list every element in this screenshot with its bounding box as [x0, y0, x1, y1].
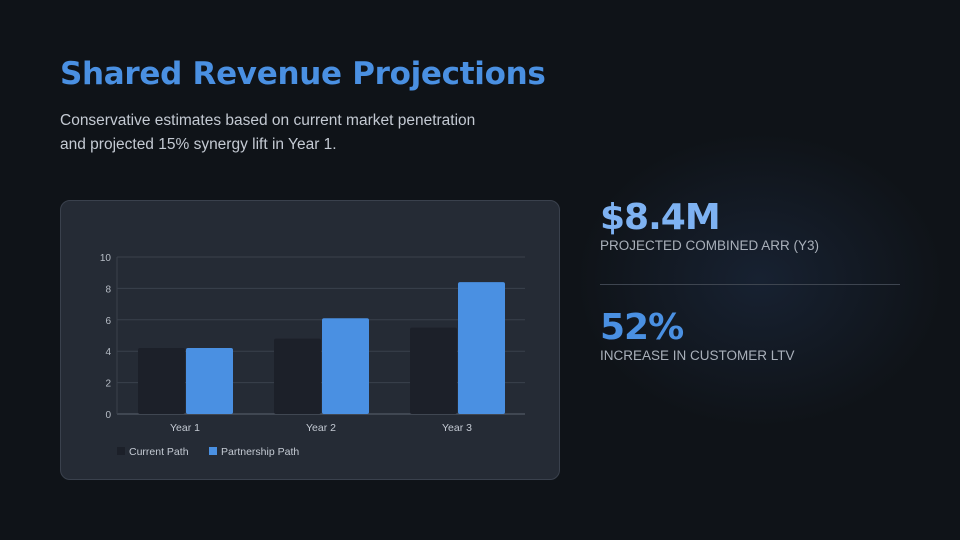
bar-current-path	[138, 348, 185, 414]
stat-value: $8.4M	[600, 197, 721, 238]
y-tick-label: 4	[105, 347, 111, 358]
x-tick-label: Year 3	[442, 422, 472, 434]
bar-current-path	[410, 327, 457, 414]
legend-label: Current Path	[129, 446, 189, 458]
page-title: Shared Revenue Projections	[60, 56, 546, 92]
legend-swatch	[117, 447, 125, 455]
subtitle-line-2: and projected 15% synergy lift in Year 1…	[60, 136, 337, 153]
y-tick-label: 6	[105, 316, 111, 327]
stat-label: INCREASE IN CUSTOMER LTV	[600, 348, 795, 363]
chart-card: 0 2 4 6 8 10 Year 1 Year 2 Year 3 Current Path Par…	[60, 200, 560, 480]
stat-label: PROJECTED COMBINED ARR (Y3)	[600, 238, 820, 253]
legend-label: Partnership Path	[221, 446, 299, 458]
y-tick-label: 2	[105, 379, 111, 390]
subtitle-line-1: Conservative estimates based on current …	[60, 112, 476, 129]
bar-partnership-path	[186, 348, 233, 414]
y-tick-label: 10	[100, 253, 112, 264]
x-tick-label: Year 1	[170, 422, 200, 434]
x-tick-label: Year 2	[306, 422, 336, 434]
background-glow	[560, 120, 960, 440]
y-tick-label: 8	[105, 284, 111, 295]
bar-partnership-path	[458, 282, 505, 414]
stat-ltv: 52% INCREASE IN CUSTOMER LTV	[600, 307, 795, 363]
stat-arr: $8.4M PROJECTED COMBINED ARR (Y3)	[600, 197, 819, 253]
legend-swatch	[209, 447, 217, 455]
bar-chart: 0 2 4 6 8 10 Year 1 Year 2 Year 3 Current Path Par…	[100, 253, 525, 458]
stat-value: 52%	[600, 307, 684, 348]
page-subtitle: Conservative estimates based on current …	[60, 109, 520, 157]
bar-partnership-path	[322, 318, 369, 414]
divider	[600, 284, 900, 285]
y-tick-label: 0	[105, 410, 111, 421]
bar-current-path	[274, 338, 321, 414]
